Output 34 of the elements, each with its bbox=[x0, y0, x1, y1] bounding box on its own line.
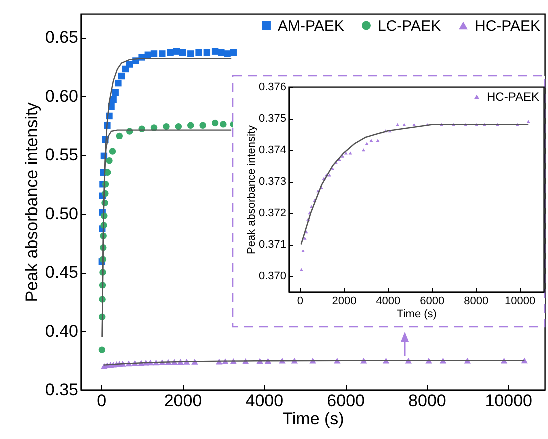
y-tick-label: 0.375 bbox=[258, 113, 286, 126]
x-tick-label: 10000 bbox=[505, 296, 536, 308]
legend-label: AM-PAEK bbox=[278, 18, 344, 35]
y-tick-label: 0.55 bbox=[45, 146, 78, 164]
legend-label: HC-PAEK bbox=[487, 90, 540, 104]
y-tick-label: 0.65 bbox=[45, 28, 78, 47]
y-tick-label: 0.60 bbox=[45, 86, 78, 106]
x-tick-label: 6000 bbox=[420, 296, 445, 308]
x-tick-label: 0 bbox=[297, 296, 304, 308]
y-tick-label: 0.45 bbox=[45, 263, 78, 282]
y-axis-title: Peak absorbance intensity bbox=[22, 102, 42, 302]
y-tick-label: 0.50 bbox=[45, 204, 78, 224]
x-axis-title: Time (s) bbox=[282, 410, 344, 428]
y-tick-label: 0.374 bbox=[258, 144, 286, 157]
x-tick-label: 2000 bbox=[332, 296, 357, 308]
x-tick-label: 2000 bbox=[164, 392, 202, 410]
y-tick-label: 0.372 bbox=[258, 208, 286, 220]
y-tick-label: 0.373 bbox=[258, 176, 286, 188]
x-axis-title: Time (s) bbox=[397, 308, 437, 320]
x-tick-label: 0 bbox=[97, 392, 107, 410]
y-tick-label: 0.376 bbox=[258, 82, 286, 94]
x-tick-label: 8000 bbox=[464, 296, 489, 308]
y-axis-title: Peak absorbance intensity bbox=[246, 124, 258, 255]
y-tick-label: 0.40 bbox=[45, 322, 78, 341]
x-tick-label: 4000 bbox=[376, 296, 401, 308]
y-tick-label: 0.370 bbox=[258, 270, 286, 283]
x-tick-label: 10000 bbox=[485, 392, 533, 410]
legend-label: HC-PAEK bbox=[475, 18, 541, 35]
legend-label: LC-PAEK bbox=[378, 18, 442, 35]
x-tick-label: 8000 bbox=[408, 392, 446, 410]
x-tick-label: 6000 bbox=[327, 392, 365, 410]
x-tick-label: 4000 bbox=[246, 392, 284, 410]
y-tick-label: 0.35 bbox=[45, 380, 78, 400]
y-tick-label: 0.371 bbox=[258, 239, 286, 252]
